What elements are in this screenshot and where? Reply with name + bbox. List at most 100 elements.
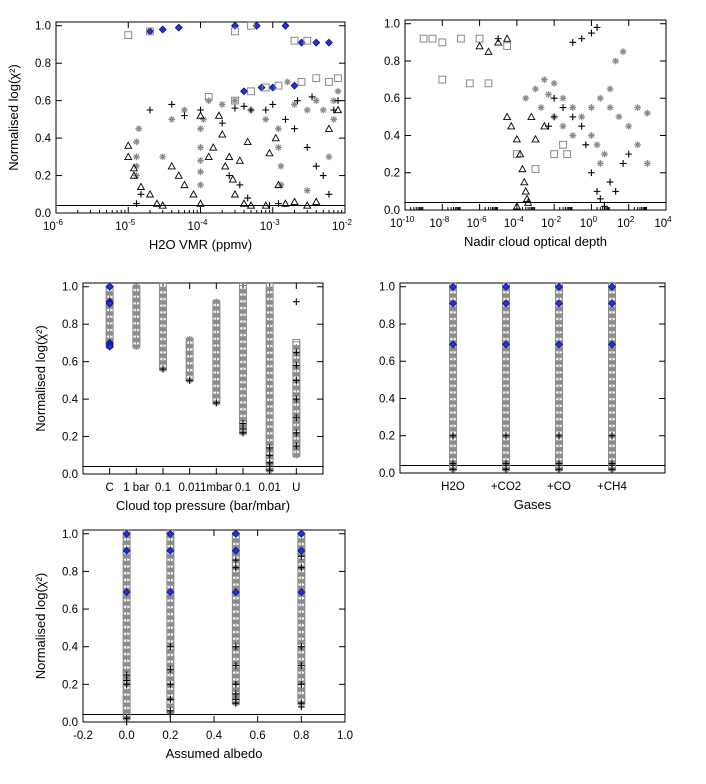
x-axis-label: Nadir cloud optical depth: [464, 234, 607, 249]
plus-point: [578, 122, 586, 130]
diamond-point: [240, 87, 248, 96]
star-point: [502, 345, 510, 353]
star-point: [284, 78, 291, 86]
triangle-point: [167, 161, 176, 170]
star-point: [266, 406, 274, 414]
star-point: [297, 584, 305, 592]
diamond-point: [166, 588, 175, 597]
star-point: [588, 132, 595, 139]
star-point: [330, 115, 338, 123]
star-point: [266, 312, 274, 320]
star-point: [297, 625, 305, 633]
star-point: [212, 358, 220, 366]
star-point: [608, 292, 616, 300]
star-point: [297, 598, 305, 605]
triangle-point: [196, 199, 205, 207]
star-point: [297, 577, 305, 585]
triangle-point: [494, 38, 503, 46]
plus-point: [502, 460, 510, 468]
x-tick-label: 100: [580, 215, 598, 230]
y-tick-label: 1.0: [35, 21, 51, 33]
plus-point: [269, 100, 277, 108]
plus-point: [334, 97, 342, 105]
star-point: [555, 412, 563, 420]
star-point: [123, 694, 131, 702]
y-tick-label: 0.8: [35, 58, 51, 70]
star-point: [559, 122, 567, 130]
y-tick-label: 0.0: [379, 468, 395, 480]
star-point: [292, 418, 300, 425]
star-point: [612, 57, 620, 65]
plus-point: [319, 172, 327, 179]
star-point: [606, 85, 614, 93]
plus-point: [123, 671, 131, 679]
star-point: [449, 352, 457, 360]
plus-point: [247, 106, 255, 114]
star-point: [159, 352, 167, 360]
star-point: [166, 580, 174, 587]
star-point: [502, 365, 510, 373]
x-tick-label: 0.01: [258, 482, 280, 494]
plus-point: [166, 696, 174, 703]
star-point: [555, 365, 563, 373]
star-point: [325, 153, 333, 161]
diamond-point: [502, 282, 510, 291]
star-point: [559, 94, 567, 102]
star-point: [266, 440, 274, 447]
x-tick-label: 102: [617, 215, 635, 230]
plus-point: [292, 442, 300, 450]
square-point: [438, 38, 447, 47]
star-point: [555, 372, 563, 380]
star-point: [166, 553, 174, 560]
star-point: [266, 419, 274, 427]
star-point: [608, 412, 616, 420]
star-point: [502, 452, 510, 460]
star-point: [608, 405, 616, 413]
star-point: [303, 106, 311, 114]
triangle-point: [209, 143, 218, 151]
star-point: [608, 379, 616, 386]
star-point: [569, 132, 577, 139]
star-point: [123, 647, 131, 655]
triangle-point: [124, 152, 133, 160]
triangle-point: [521, 187, 530, 195]
square-point: [457, 34, 465, 43]
star-point: [266, 339, 274, 347]
star-point: [555, 318, 563, 326]
x-tick-label: +CH4: [597, 481, 627, 493]
triangle-point: [243, 137, 252, 146]
star-point: [166, 634, 174, 642]
y-tick-label: 0.8: [384, 56, 400, 68]
x-axis-label: Gases: [514, 497, 552, 512]
star-point: [555, 352, 563, 360]
star-point: [132, 316, 140, 324]
y-axis-label: Normalised log(χ²): [33, 325, 48, 432]
star-point: [502, 292, 510, 300]
star-point: [232, 652, 240, 660]
star-point: [239, 402, 247, 410]
star-point: [606, 104, 614, 111]
star-point: [239, 314, 247, 322]
square-point: [247, 21, 255, 30]
star-point: [166, 559, 174, 567]
plus-point: [123, 714, 131, 722]
star-point: [292, 344, 300, 351]
diamond-point: [297, 546, 306, 555]
plus-point: [325, 190, 333, 198]
star-point: [239, 308, 247, 315]
y-tick-label: 0.6: [379, 356, 395, 368]
star-point: [232, 625, 240, 633]
star-point: [262, 115, 270, 123]
star-point: [608, 359, 616, 366]
star-point: [532, 85, 539, 93]
star-point: [449, 452, 457, 460]
y-tick-label: 0.4: [35, 133, 52, 145]
triangle-point: [136, 182, 146, 190]
y-tick-label: 1.0: [62, 529, 78, 541]
star-point: [239, 321, 247, 329]
plus-point: [282, 115, 289, 123]
square-point: [428, 34, 437, 43]
plus-point: [555, 460, 563, 468]
x-tick-label: 0.4: [206, 730, 223, 742]
triangle-point: [145, 189, 155, 198]
